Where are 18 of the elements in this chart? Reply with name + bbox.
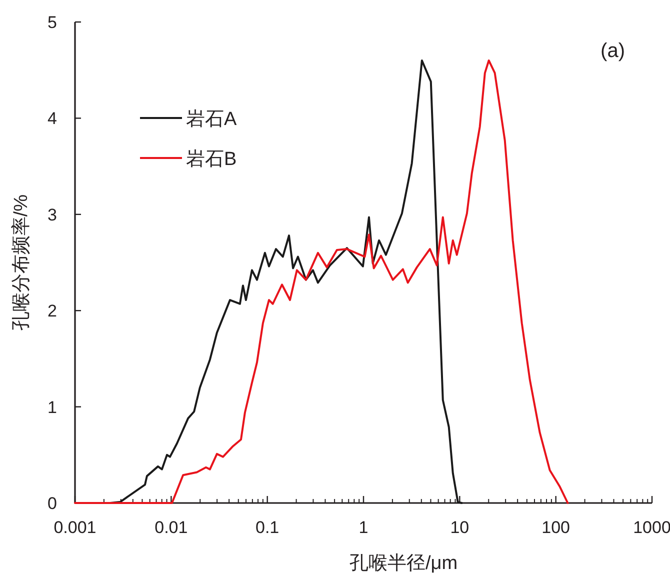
y-tick-label: 4: [48, 109, 57, 128]
x-tick-label: 0.1: [256, 518, 280, 537]
x-tick-label: 1: [358, 518, 368, 537]
y-axis-title: 孔喉分布频率/%: [10, 194, 32, 331]
y-tick-label: 5: [48, 13, 57, 32]
x-tick-label: 0.001: [54, 518, 96, 537]
legend-label: 岩石B: [186, 149, 237, 170]
x-tick-label: 1000: [633, 518, 670, 537]
y-tick-label: 1: [48, 398, 57, 417]
y-tick-label: 2: [48, 302, 57, 321]
x-axis-title: 孔喉半径/μm: [349, 553, 458, 574]
x-tick-label: 10: [450, 518, 470, 537]
x-tick-label: 100: [542, 518, 570, 537]
x-tick-label: 0.01: [154, 518, 188, 537]
y-tick-label: 3: [48, 205, 57, 224]
y-tick-label: 0: [48, 494, 57, 513]
annotation: (a): [600, 40, 625, 62]
legend-label: 岩石A: [186, 109, 237, 130]
